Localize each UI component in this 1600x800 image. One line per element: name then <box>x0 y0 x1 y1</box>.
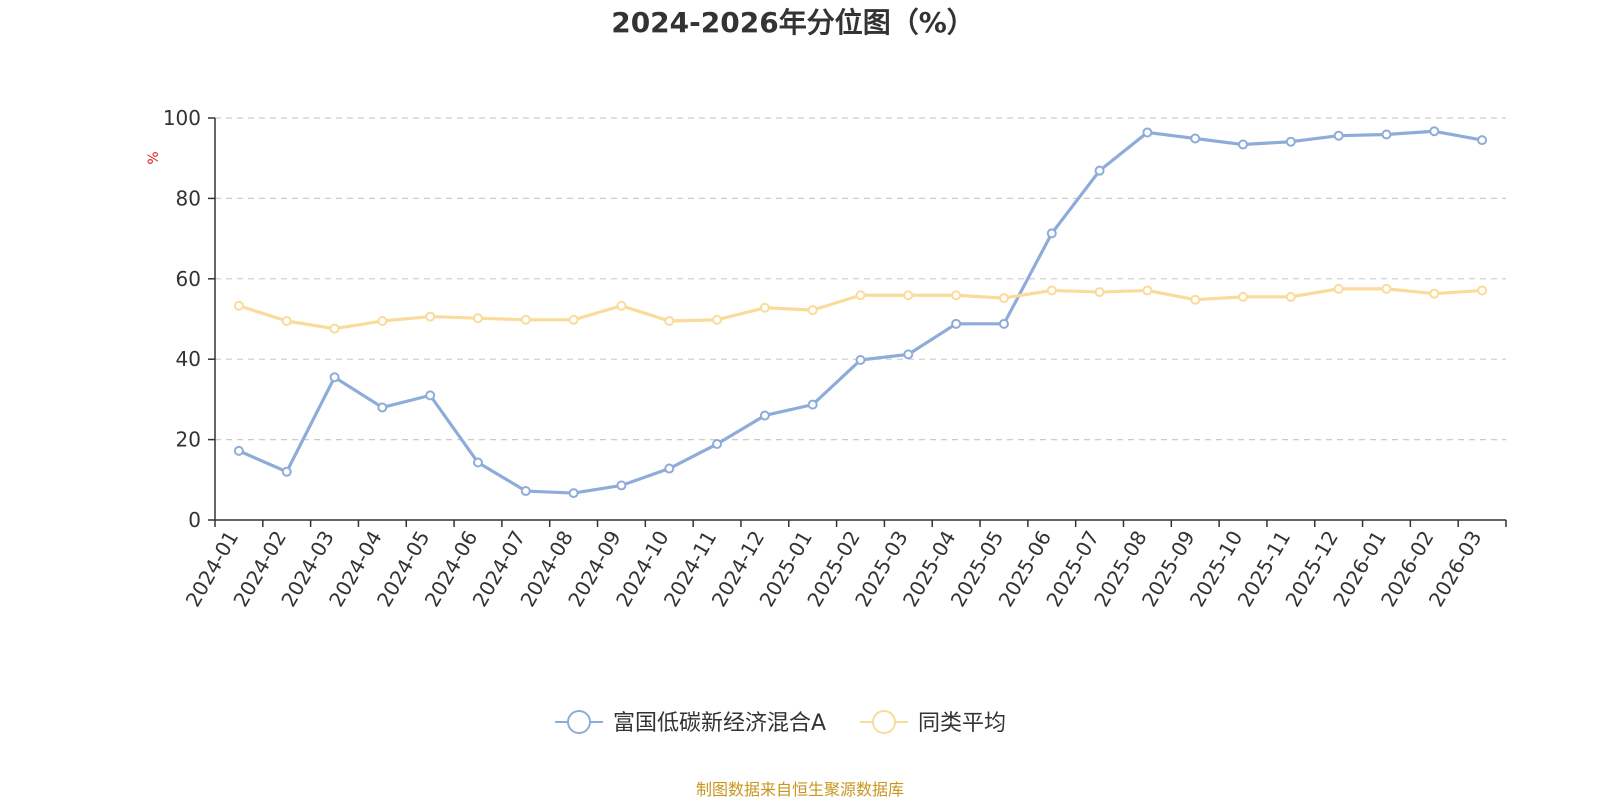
data-point <box>1190 294 1201 305</box>
data-point <box>281 466 292 477</box>
data-point <box>1094 165 1105 176</box>
data-point <box>807 399 818 410</box>
data-point <box>520 314 531 325</box>
source-note: 制图数据来自恒生聚源数据库 <box>696 780 904 799</box>
data-point <box>903 290 914 301</box>
data-point <box>807 305 818 316</box>
data-point <box>1046 285 1057 296</box>
data-point <box>951 290 962 301</box>
data-point <box>472 313 483 324</box>
data-point <box>616 480 627 491</box>
data-point <box>712 439 723 450</box>
series-line <box>238 129 1483 495</box>
y-tick-label: 20 <box>176 428 201 452</box>
y-tick-label: 40 <box>176 347 201 371</box>
data-point <box>377 402 388 413</box>
data-point <box>998 293 1009 304</box>
data-point <box>568 488 579 499</box>
data-point <box>1285 136 1296 147</box>
data-point <box>425 390 436 401</box>
legend-item[interactable]: 同类平均 <box>860 710 1006 736</box>
data-point <box>1142 285 1153 296</box>
data-point <box>1333 283 1344 294</box>
legend-item[interactable]: 富国低碳新经济混合A <box>555 710 826 736</box>
y-axis-label: % <box>146 151 162 164</box>
legend-marker-icon <box>872 710 896 734</box>
series-1 <box>233 126 1488 499</box>
data-point <box>520 486 531 497</box>
data-point <box>472 457 483 468</box>
data-point <box>1046 228 1057 239</box>
data-point <box>1477 135 1488 146</box>
data-point <box>329 323 340 334</box>
data-point <box>1429 288 1440 299</box>
data-point <box>712 314 723 325</box>
data-point <box>568 314 579 325</box>
data-point <box>1285 291 1296 302</box>
y-tick-label: 100 <box>163 106 201 130</box>
y-tick-label: 60 <box>176 267 201 291</box>
data-point <box>281 316 292 327</box>
data-point <box>616 300 627 311</box>
data-point <box>855 355 866 366</box>
data-point <box>664 463 675 474</box>
data-point <box>1333 130 1344 141</box>
data-point <box>233 445 244 456</box>
data-point <box>998 318 1009 329</box>
data-point <box>1381 283 1392 294</box>
legend-marker-icon <box>567 710 591 734</box>
series-2 <box>233 283 1488 334</box>
data-point <box>377 316 388 327</box>
chart-title: 2024-2026年分位图（%） <box>611 6 975 39</box>
data-point <box>329 372 340 383</box>
data-point <box>903 349 914 360</box>
data-point <box>1477 285 1488 296</box>
series-lines <box>233 126 1488 499</box>
data-point <box>1238 139 1249 150</box>
data-point <box>233 300 244 311</box>
y-tick-label: 0 <box>188 508 201 532</box>
data-point <box>1190 133 1201 144</box>
data-point <box>1429 126 1440 137</box>
legend: 富国低碳新经济混合A 同类平均 <box>555 710 1006 736</box>
data-point <box>1142 127 1153 138</box>
data-point <box>664 316 675 327</box>
data-point <box>855 290 866 301</box>
grid-lines <box>215 117 1506 441</box>
y-tick-label: 80 <box>176 186 201 210</box>
axes: 0204060801002024-012024-022024-032024-04… <box>163 106 1507 611</box>
data-point <box>951 318 962 329</box>
data-point <box>425 311 436 322</box>
legend-label: 富国低碳新经济混合A <box>613 711 826 736</box>
data-point <box>759 302 770 313</box>
data-point <box>1094 287 1105 298</box>
data-point <box>759 410 770 421</box>
data-point <box>1238 291 1249 302</box>
data-point <box>1381 129 1392 140</box>
legend-label: 同类平均 <box>918 711 1006 736</box>
